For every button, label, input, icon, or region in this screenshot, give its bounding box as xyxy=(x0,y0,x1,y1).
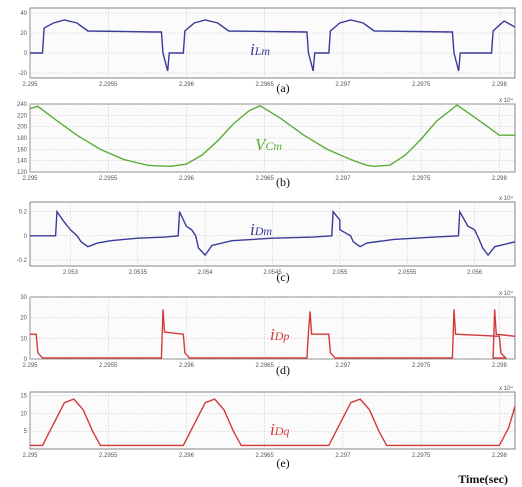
series-line-b xyxy=(30,104,515,168)
x-tick-label: 2.296 xyxy=(179,363,195,369)
x-tick-label: 2.2975 xyxy=(412,176,431,182)
x-tick-label: 2.295 xyxy=(22,453,38,459)
x-tick-label: 2.297 xyxy=(335,82,351,88)
x-tick-label: 2.2965 xyxy=(255,176,274,182)
x-tick-label: 2.2955 xyxy=(99,82,118,88)
x-tick-label: 2.298 xyxy=(492,453,508,459)
series-line-d xyxy=(30,309,515,359)
x-tick-label: 2.2965 xyxy=(255,82,274,88)
subplot-c: 0.2 0 -0.2 2.053 2.0535 2.054 2.0545 2.055 2.055… xyxy=(17,195,516,284)
y-tick-label: 180 xyxy=(17,136,28,142)
y-tick-label: 40 xyxy=(20,11,27,17)
y-tick-label: 15 xyxy=(20,394,27,400)
x-tick-label: 2.0545 xyxy=(263,270,282,276)
y-tick-label: 10 xyxy=(20,411,27,417)
x-tick-label: 2.297 xyxy=(335,363,351,369)
y-tick-label: 0 xyxy=(24,357,28,363)
signal-label-b: VCm xyxy=(255,135,282,154)
x-tick-label: 2.055 xyxy=(332,270,348,276)
plot-frame-a xyxy=(29,7,516,79)
y-tick-label: 20 xyxy=(20,31,27,37)
x-tick-label: 2.296 xyxy=(179,176,195,182)
series-line-e xyxy=(30,398,515,447)
plot-frame-c xyxy=(29,201,516,267)
y-tick-label: 240 xyxy=(17,102,28,108)
y-tick-label: 140 xyxy=(17,159,28,165)
x-tick-label: 2.2975 xyxy=(412,363,431,369)
subplot-label-e: (e) xyxy=(276,456,289,470)
series-line-a xyxy=(30,19,515,72)
x-tick-label: 2.2975 xyxy=(412,453,431,459)
x-tick-label: 2.2955 xyxy=(99,453,118,459)
x-tick-label: 2.295 xyxy=(22,82,38,88)
x-tick-label: 2.297 xyxy=(335,176,351,182)
subplot-d: 30 20 10 02.295 2.2955 2.296 2.2965 2.297 2.2975… xyxy=(20,290,516,377)
subplot-a: 40 20 0 -20 2.295 2.2955 2.296 2.2965 2.297 2.297… xyxy=(18,7,516,95)
x-tick-label: 2.053 xyxy=(63,270,79,276)
y-tick-label: 30 xyxy=(20,295,27,301)
subplot-label-d: (d) xyxy=(276,363,290,377)
x-tick-label: 2.295 xyxy=(22,363,38,369)
x-tick-label: 2.0535 xyxy=(129,270,148,276)
subplot-label-c: (c) xyxy=(276,270,289,284)
series-line-c xyxy=(30,209,515,257)
x-tick-label: 2.298 xyxy=(492,82,508,88)
x-scale-note: x 10⁴ xyxy=(499,195,513,202)
x-tick-label: 2.296 xyxy=(179,453,195,459)
y-tick-label: 20 xyxy=(20,316,27,322)
x-tick-label: 2.296 xyxy=(179,82,195,88)
plot-frame-b xyxy=(29,103,516,173)
x-scale-note: x 10⁴ xyxy=(499,385,513,392)
x-tick-label: 2.2975 xyxy=(412,82,431,88)
x-tick-label: 2.2955 xyxy=(99,176,118,182)
x-tick-label: 2.054 xyxy=(198,270,214,276)
signal-label-e: iDq xyxy=(270,420,289,439)
x-tick-label: 2.2955 xyxy=(99,363,118,369)
subplot-label-b: (b) xyxy=(276,175,290,189)
y-tick-label: 0.2 xyxy=(19,210,28,216)
x-tick-label: 2.0555 xyxy=(398,270,417,276)
y-tick-label: 0 xyxy=(24,51,28,57)
x-tick-label: 2.056 xyxy=(467,270,483,276)
x-tick-label: 2.298 xyxy=(492,176,508,182)
y-tick-label: 120 xyxy=(17,170,28,176)
y-tick-label: 10 xyxy=(20,336,27,342)
x-scale-note: x 10⁴ xyxy=(499,290,513,297)
x-tick-label: 2.295 xyxy=(22,176,38,182)
y-tick-label: 0 xyxy=(24,234,28,240)
y-tick-label: 5 xyxy=(24,429,28,435)
y-tick-label: -0.2 xyxy=(17,258,28,264)
plot-frame-d xyxy=(29,296,516,360)
x-scale-note: x 10⁴ xyxy=(499,97,513,104)
signal-label-c: iDm xyxy=(250,220,272,239)
y-tick-label: 220 xyxy=(17,113,28,119)
y-tick-label: 160 xyxy=(17,147,28,153)
x-tick-label: 2.2965 xyxy=(255,363,274,369)
y-tick-label: 200 xyxy=(17,125,28,131)
signal-label-a: iLm xyxy=(250,40,270,59)
plot-frame-e xyxy=(29,391,516,450)
x-tick-label: 2.298 xyxy=(492,363,508,369)
subplot-label-a: (a) xyxy=(276,81,289,95)
x-tick-label: 2.2965 xyxy=(255,453,274,459)
subplot-e: 15 10 5 2.295 2.2955 2.296 2.2965 2.297 2.2975 2.… xyxy=(20,385,516,470)
y-tick-label: -20 xyxy=(18,71,27,77)
signal-label-d: iDp xyxy=(270,325,289,344)
x-axis-label: Time(sec) xyxy=(458,472,508,486)
x-tick-label: 2.297 xyxy=(335,453,351,459)
